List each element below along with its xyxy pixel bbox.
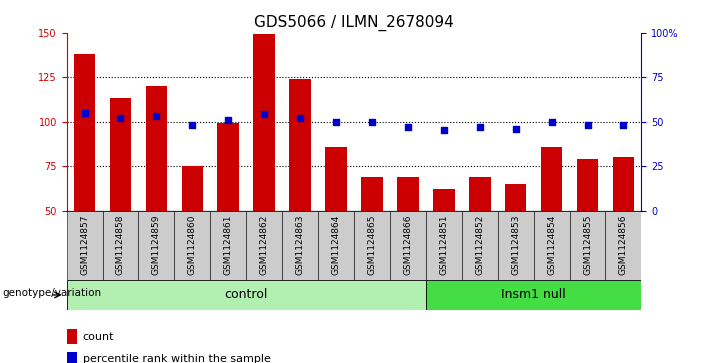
Point — [186, 122, 198, 128]
Point — [294, 115, 306, 121]
Point — [151, 113, 162, 119]
Bar — [433, 189, 455, 211]
Text: genotype/variation: genotype/variation — [3, 288, 102, 298]
Bar — [325, 147, 347, 211]
Bar — [533, 211, 569, 280]
Point — [438, 127, 449, 133]
Text: GSM1124859: GSM1124859 — [152, 215, 161, 275]
Bar — [138, 211, 175, 280]
Bar — [426, 280, 641, 310]
Point — [367, 119, 378, 125]
Text: GSM1124852: GSM1124852 — [475, 215, 484, 275]
Bar — [217, 123, 239, 211]
Bar — [146, 86, 168, 211]
Bar — [613, 157, 634, 211]
Text: GSM1124860: GSM1124860 — [188, 215, 197, 275]
Point — [546, 119, 557, 125]
Bar — [67, 352, 77, 363]
Bar — [462, 211, 498, 280]
Bar — [109, 98, 131, 211]
Text: Insm1 null: Insm1 null — [501, 289, 566, 301]
Text: GSM1124854: GSM1124854 — [547, 215, 556, 275]
Bar — [577, 159, 599, 211]
Text: GSM1124856: GSM1124856 — [619, 215, 628, 275]
Bar — [498, 211, 533, 280]
Bar — [67, 329, 77, 344]
Point — [474, 124, 485, 130]
Bar — [290, 79, 311, 211]
Bar — [254, 34, 275, 211]
Point — [510, 126, 522, 132]
Text: GSM1124853: GSM1124853 — [511, 215, 520, 275]
Bar — [354, 211, 390, 280]
Point — [330, 119, 341, 125]
Text: GSM1124864: GSM1124864 — [332, 215, 341, 275]
Text: GSM1124866: GSM1124866 — [403, 215, 412, 275]
Bar — [361, 177, 383, 211]
Bar — [182, 166, 203, 211]
Bar — [210, 211, 246, 280]
Bar — [541, 147, 562, 211]
Text: control: control — [224, 289, 268, 301]
Point — [402, 124, 414, 130]
Bar — [606, 211, 641, 280]
Bar — [102, 211, 139, 280]
Bar — [426, 211, 462, 280]
Bar — [246, 211, 282, 280]
Bar — [469, 177, 491, 211]
Text: GSM1124851: GSM1124851 — [440, 215, 449, 275]
Text: GSM1124857: GSM1124857 — [80, 215, 89, 275]
Bar — [397, 177, 418, 211]
Bar — [505, 184, 526, 211]
Point — [582, 122, 593, 128]
Point — [115, 115, 126, 121]
Text: GSM1124862: GSM1124862 — [259, 215, 268, 275]
Point — [223, 117, 234, 123]
Bar — [67, 280, 426, 310]
Bar — [318, 211, 354, 280]
Bar — [390, 211, 426, 280]
Bar — [283, 211, 318, 280]
Point — [618, 122, 629, 128]
Text: GSM1124861: GSM1124861 — [224, 215, 233, 275]
Text: GSM1124858: GSM1124858 — [116, 215, 125, 275]
Text: percentile rank within the sample: percentile rank within the sample — [83, 354, 271, 363]
Text: count: count — [83, 331, 114, 342]
Text: GSM1124863: GSM1124863 — [296, 215, 305, 275]
Bar — [175, 211, 210, 280]
Point — [259, 111, 270, 117]
Bar — [67, 211, 102, 280]
Title: GDS5066 / ILMN_2678094: GDS5066 / ILMN_2678094 — [254, 15, 454, 31]
Bar — [569, 211, 606, 280]
Text: GSM1124865: GSM1124865 — [367, 215, 376, 275]
Bar — [74, 54, 95, 211]
Text: GSM1124855: GSM1124855 — [583, 215, 592, 275]
Point — [79, 110, 90, 115]
